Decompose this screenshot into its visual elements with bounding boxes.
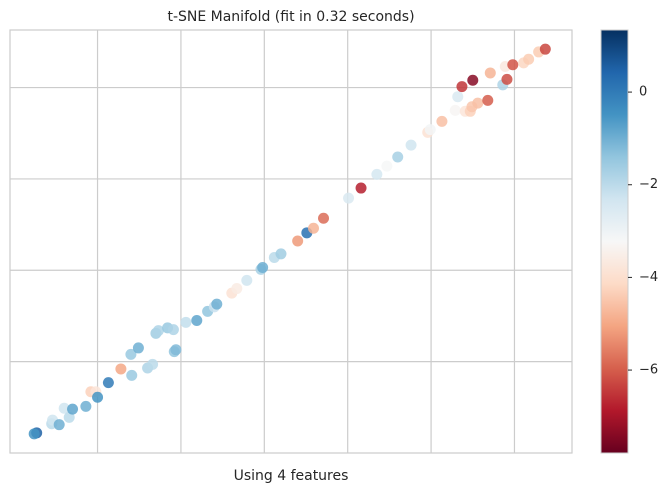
point [191,315,203,327]
point [436,115,448,127]
point [405,139,417,151]
point [167,324,179,336]
colorbar-tick-label: −6 [639,363,658,378]
point [452,91,464,103]
point [484,67,496,79]
point [125,348,137,360]
point [318,212,330,224]
point [275,248,287,260]
point [501,73,513,85]
point [355,182,367,194]
point [170,344,182,356]
colorbar-tick-label: −2 [639,177,658,192]
point [152,325,164,337]
chart-title: t-SNE Manifold (fit in 0.32 seconds) [167,9,414,25]
colorbar-tick-label: −4 [639,270,658,285]
point [449,104,461,116]
plot-frame [9,29,573,454]
point [115,363,127,375]
colorbar [600,29,629,454]
point [147,358,159,370]
point [63,411,75,423]
point [371,168,383,180]
point [343,192,355,204]
point [292,235,304,247]
point [180,316,192,328]
point [67,403,79,415]
colorbar-tick-label: 0 [639,85,647,100]
point [231,283,243,295]
point [28,428,40,440]
point [102,377,114,389]
point [482,94,494,106]
point [381,160,393,172]
point [523,53,535,65]
point [241,274,253,286]
point [211,298,223,310]
point [424,124,436,136]
point [308,222,320,234]
point [456,81,468,93]
point [472,97,484,109]
point [92,391,104,403]
point [132,342,144,354]
point [80,400,92,412]
point [507,59,519,71]
point [53,419,65,431]
point [257,262,269,274]
point [539,43,551,55]
point [58,402,70,414]
point [126,369,138,381]
point [467,74,479,86]
point [392,151,404,163]
x-axis-label: Using 4 features [234,468,349,484]
